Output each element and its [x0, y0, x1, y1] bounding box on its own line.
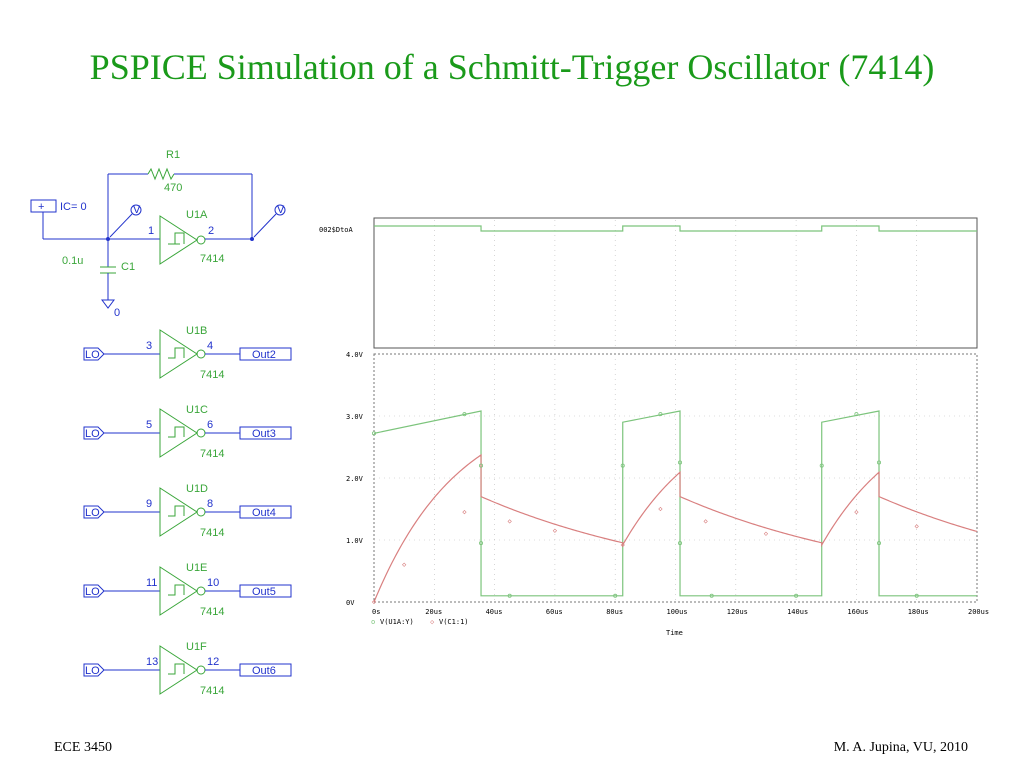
footer-author: M. A. Jupina, VU, 2010: [834, 740, 968, 756]
digital-panel: [374, 218, 977, 348]
trace-marker: [915, 525, 918, 528]
footer-course: ECE 3450: [54, 740, 112, 756]
trace-marker: [855, 510, 858, 513]
legend-text-1: V(U1A:Y): [380, 618, 414, 626]
y-tick-label: 3.0V: [346, 413, 364, 421]
x-tick-label: 60us: [546, 608, 563, 616]
x-tick-label: 80us: [606, 608, 623, 616]
x-tick-label: 40us: [486, 608, 503, 616]
trace-v-u1a-y: [374, 411, 977, 596]
x-tick-label: 100us: [667, 608, 688, 616]
x-tick-label: 160us: [847, 608, 868, 616]
x-tick-label: 140us: [787, 608, 808, 616]
trace-marker: [659, 507, 662, 510]
legend-marker-2: ◇: [430, 618, 435, 626]
y-tick-label: 1.0V: [346, 537, 364, 545]
x-tick-label: 200us: [968, 608, 989, 616]
trace-marker: [508, 520, 511, 523]
plot-legend: o V(U1A:Y) ◇ V(C1:1): [371, 618, 469, 626]
digital-trace-label: 002$DtoA: [319, 226, 354, 234]
x-tick-label: 0s: [372, 608, 380, 616]
x-tick-label: 180us: [908, 608, 929, 616]
trace-marker: [463, 510, 466, 513]
x-tick-label: 120us: [727, 608, 748, 616]
y-tick-label: 4.0V: [346, 351, 364, 359]
x-axis-label: Time: [666, 629, 683, 637]
trace-marker: [704, 520, 707, 523]
y-tick-label: 2.0V: [346, 475, 364, 483]
legend-text-2: V(C1:1): [439, 618, 469, 626]
legend-marker-1: o: [371, 618, 375, 626]
trace-marker: [764, 532, 767, 535]
x-tick-label: 20us: [425, 608, 442, 616]
trace-marker: [402, 563, 405, 566]
y-tick-label: 0V: [346, 599, 355, 607]
